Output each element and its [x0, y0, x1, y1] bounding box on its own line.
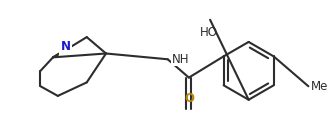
Text: Me: Me	[311, 80, 329, 93]
Text: N: N	[61, 40, 70, 53]
Text: NH: NH	[171, 53, 189, 66]
Text: HO: HO	[200, 26, 218, 39]
Text: O: O	[184, 92, 194, 105]
